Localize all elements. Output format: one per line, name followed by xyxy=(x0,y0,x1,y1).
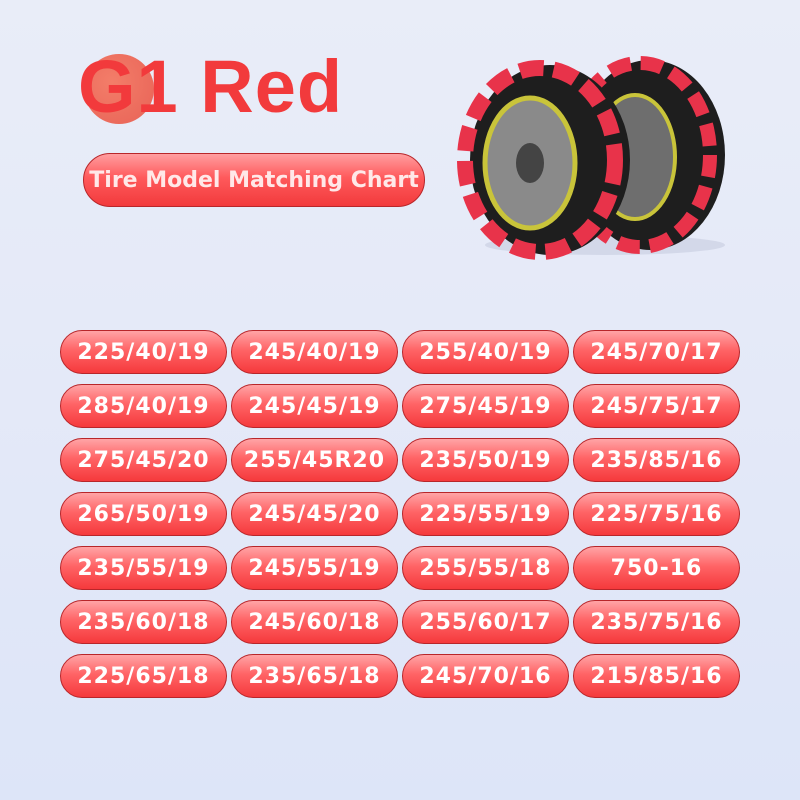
tire-chain-product-image xyxy=(457,56,725,260)
tire-size-badge: 255/45R20 xyxy=(231,438,398,482)
tire-size-badge: 255/40/19 xyxy=(402,330,569,374)
tire-size-badge: 245/55/19 xyxy=(231,546,398,590)
tire-size-badge: 225/75/16 xyxy=(573,492,740,536)
tire-size-badge: 235/55/19 xyxy=(60,546,227,590)
tire-size-badge: 235/75/16 xyxy=(573,600,740,644)
tire-size-badge: 245/45/20 xyxy=(231,492,398,536)
tire-size-badge: 750-16 xyxy=(573,546,740,590)
tire-size-grid: 225/40/19 245/40/19 255/40/19 245/70/17 285/… xyxy=(60,330,740,698)
tire-size-badge: 225/40/19 xyxy=(60,330,227,374)
tire-size-badge: 245/40/19 xyxy=(231,330,398,374)
tire-size-badge: 215/85/16 xyxy=(573,654,740,698)
tire-size-badge: 235/50/19 xyxy=(402,438,569,482)
tire-size-badge: 285/40/19 xyxy=(60,384,227,428)
tire-size-badge: 235/60/18 xyxy=(60,600,227,644)
page-title: G1 Red xyxy=(78,45,344,128)
tire-size-badge: 225/65/18 xyxy=(60,654,227,698)
tire-size-badge: 225/55/19 xyxy=(402,492,569,536)
tire-size-badge: 245/75/17 xyxy=(573,384,740,428)
subtitle-badge: Tire Model Matching Chart xyxy=(83,153,425,207)
tire-size-badge: 235/85/16 xyxy=(573,438,740,482)
tire-size-badge: 245/70/16 xyxy=(402,654,569,698)
tire-size-badge: 245/60/18 xyxy=(231,600,398,644)
tire-size-badge: 275/45/19 xyxy=(402,384,569,428)
tire-size-badge: 255/60/17 xyxy=(402,600,569,644)
tire-size-badge: 235/65/18 xyxy=(231,654,398,698)
title-decoration-dot xyxy=(84,54,154,124)
tire-size-badge: 245/70/17 xyxy=(573,330,740,374)
tire-size-badge: 275/45/20 xyxy=(60,438,227,482)
tire-size-badge: 255/55/18 xyxy=(402,546,569,590)
tire-size-badge: 245/45/19 xyxy=(231,384,398,428)
tire-size-badge: 265/50/19 xyxy=(60,492,227,536)
front-tire xyxy=(457,60,630,260)
